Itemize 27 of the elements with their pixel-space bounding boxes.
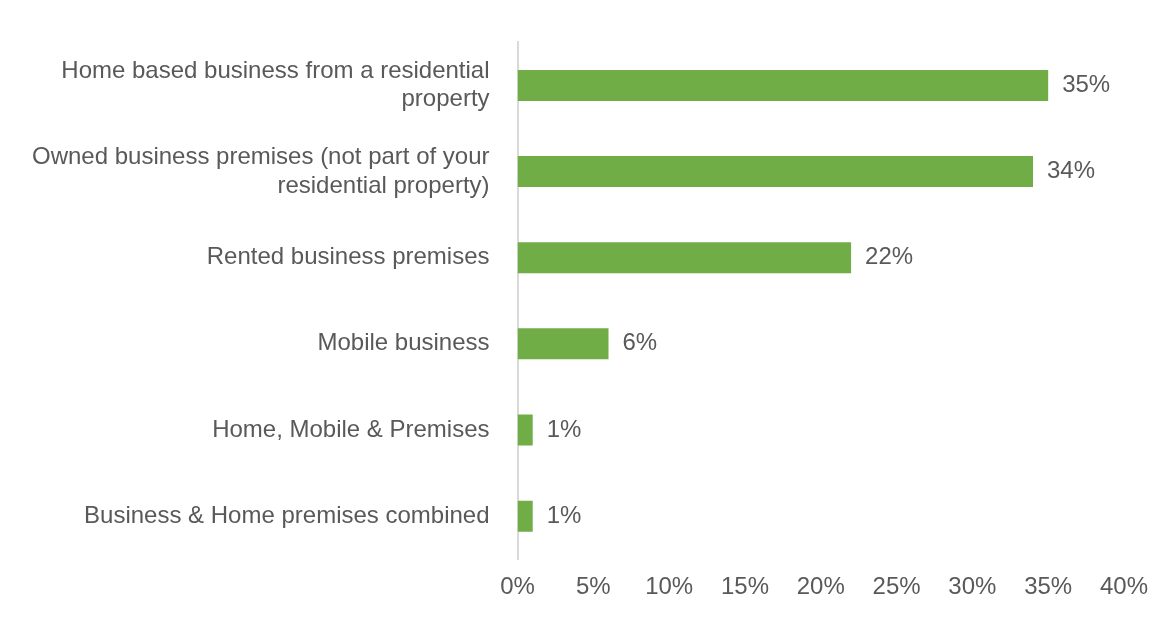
y-tick-label: Owned business premises (not part of your residential property) [32, 141, 490, 198]
y-tick-label: Rented business premises [206, 242, 490, 270]
y-tick-label: Business & Home premises combined [84, 500, 490, 528]
y-tick-label: Home, Mobile & Premises [212, 414, 490, 442]
bar [517, 156, 1034, 188]
data-label: 35% [1062, 70, 1111, 98]
data-label: 6% [622, 328, 658, 356]
bar [517, 414, 533, 446]
bar [517, 328, 609, 360]
x-tick-label: 15% [720, 572, 769, 600]
data-label: 22% [865, 242, 914, 270]
y-tick-label: Mobile business [317, 328, 490, 356]
x-tick-label: 0% [500, 572, 535, 600]
x-tick-label: 30% [948, 572, 997, 600]
x-tick-label: 35% [1024, 572, 1073, 600]
bar [517, 500, 533, 532]
x-tick-label: 25% [872, 572, 921, 600]
x-tick-label: 5% [576, 572, 611, 600]
bar [517, 242, 852, 274]
x-tick-label: 40% [1099, 572, 1149, 600]
y-tick-label: Home based business from a residential property [61, 55, 490, 112]
x-tick-label: 20% [796, 572, 845, 600]
x-tick-label: 10% [645, 572, 694, 600]
data-label: 1% [546, 414, 582, 442]
data-label: 34% [1047, 156, 1096, 184]
bar [517, 69, 1049, 101]
data-label: 1% [546, 500, 582, 528]
